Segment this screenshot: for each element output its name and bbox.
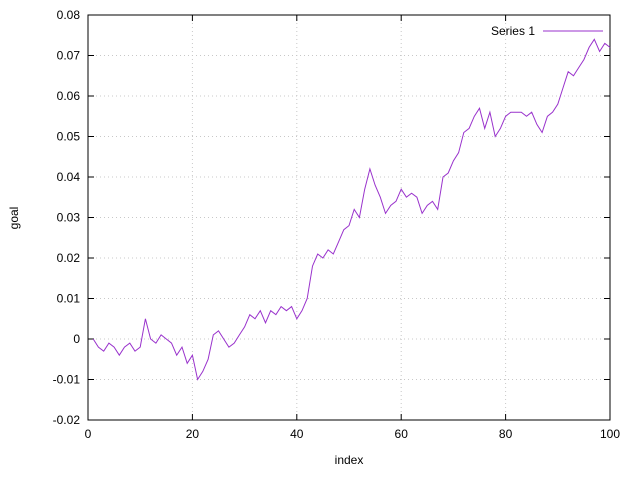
y-tick-label: 0.06 <box>57 89 81 103</box>
y-tick-label: 0.02 <box>57 251 81 265</box>
y-tick-label: -0.02 <box>53 413 81 427</box>
x-tick-label: 40 <box>290 427 304 441</box>
y-axis-label: goal <box>7 207 21 230</box>
x-tick-label: 20 <box>186 427 200 441</box>
series-line <box>92 38 611 381</box>
legend-label: Series 1 <box>491 24 535 38</box>
y-tick-label: 0.04 <box>57 170 81 184</box>
x-tick-label: 100 <box>600 427 620 441</box>
x-tick-label: 60 <box>395 427 409 441</box>
y-tick-label: 0.08 <box>57 8 81 22</box>
y-tick-label: 0 <box>73 332 80 346</box>
x-tick-label: 80 <box>499 427 513 441</box>
x-tick-label: 0 <box>85 427 92 441</box>
y-tick-label: 0.01 <box>57 292 81 306</box>
y-tick-label: -0.01 <box>53 373 81 387</box>
chart-graphics: 0 20 40 60 80 100 -0.02 -0.01 0 0.01 0.02 0.03 0.04 0… <box>53 8 621 441</box>
y-tick-label: 0.07 <box>57 49 81 63</box>
x-axis-label: index <box>335 453 364 467</box>
y-tick-label: 0.05 <box>57 130 81 144</box>
y-tick-label: 0.03 <box>57 211 81 225</box>
